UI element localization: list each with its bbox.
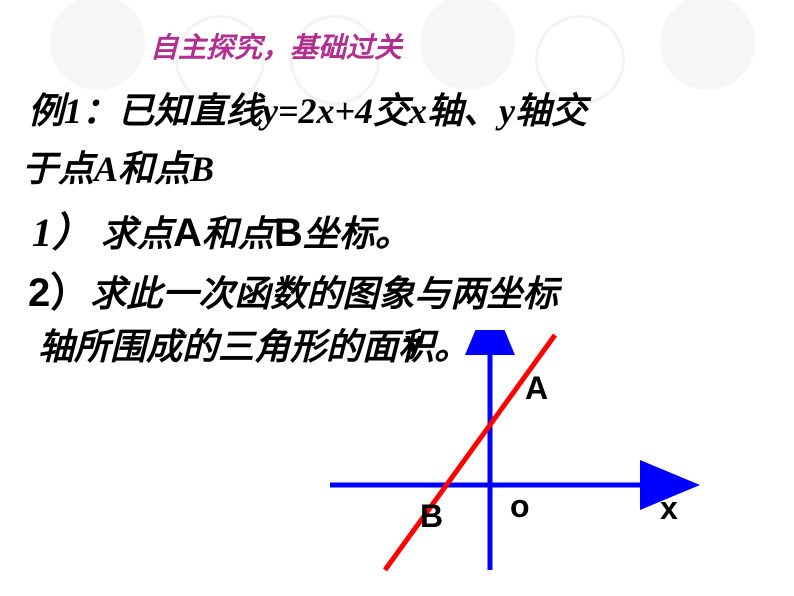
- point-a-label: A: [525, 370, 548, 407]
- question-1: 1） 求点A和点B坐标。: [32, 200, 411, 258]
- bg-circle-1: [50, 0, 145, 90]
- origin-label: o: [510, 488, 530, 525]
- x-axis-label: x: [660, 490, 678, 527]
- q1-text-2: 和点: [202, 214, 274, 254]
- bg-circle-3: [660, 0, 755, 90]
- q2-text-1: 求此一次函数的图象与两坐标: [90, 274, 558, 314]
- q2-number: 2）: [28, 271, 90, 315]
- q1-number: 1）: [32, 210, 92, 255]
- problem-line-1: 例1：已知直线y=2x+4交x轴、y轴交: [28, 82, 587, 134]
- q1-point-b: B: [274, 211, 303, 255]
- diagram-svg: [330, 330, 730, 590]
- section-header: 自主探究，基础过关: [150, 26, 402, 66]
- coordinate-diagram: y x o A B: [330, 330, 730, 590]
- bg-circle-2: [420, 0, 515, 90]
- y-axis-label: y: [405, 324, 423, 361]
- question-2-line-1: 2）求此一次函数的图象与两坐标: [28, 260, 558, 318]
- q1-text-3: 坐标。: [303, 214, 411, 254]
- point-b-label: B: [420, 498, 443, 535]
- problem-line-2: 于点A和点B: [22, 140, 214, 192]
- q1-point-a: A: [173, 211, 202, 255]
- q1-text-1: 求点: [101, 214, 173, 254]
